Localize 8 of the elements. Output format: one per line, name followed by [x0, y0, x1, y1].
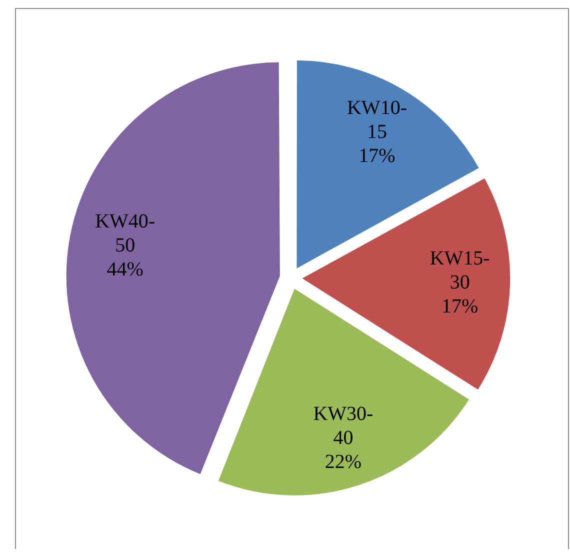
slice-label: KW40-50: [95, 210, 156, 257]
slice-label: KW15-30: [430, 248, 490, 294]
slice-label: KW30-40: [313, 402, 374, 449]
data-label: 22%: [324, 450, 362, 473]
slice-label: KW10-15: [346, 96, 407, 143]
data-label: 17%: [441, 296, 478, 318]
data-label: 44%: [106, 258, 144, 281]
data-label: 17%: [358, 144, 396, 167]
